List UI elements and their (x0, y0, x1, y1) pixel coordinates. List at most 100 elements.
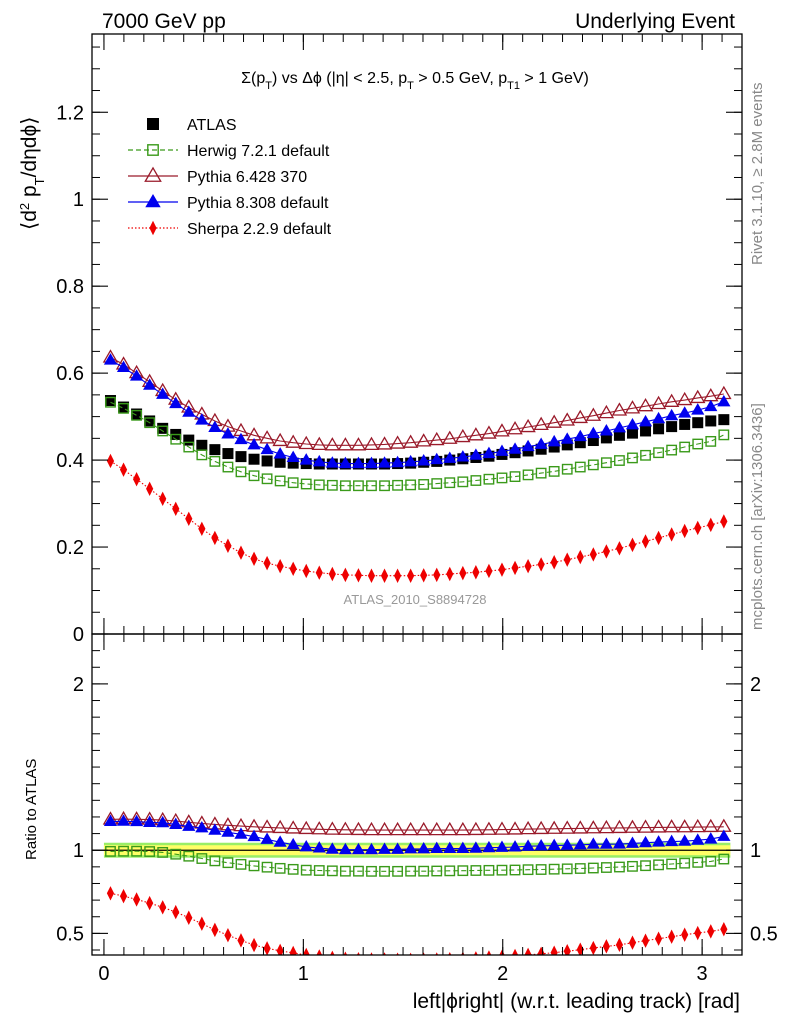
ratio-point-sherpa (435, 952, 439, 955)
point-herwig (392, 479, 403, 491)
ratio-point-pythia8 (247, 829, 261, 842)
point-atlas (640, 425, 652, 437)
ratio-point-sherpa (237, 933, 245, 948)
ratio-point-pythia8 (351, 842, 366, 855)
ratio-point-pythia6 (624, 819, 641, 833)
point-herwig (470, 475, 482, 486)
xtick-label: 2 (497, 963, 508, 985)
point-pythia8 (312, 454, 326, 467)
ratio-point-sherpa (211, 922, 219, 938)
ratio-point-herwig (561, 863, 573, 875)
ratio-point-pythia6 (259, 819, 275, 833)
ratio-point-pythia8 (573, 837, 587, 850)
ratio-point-pythia6 (572, 820, 589, 834)
ratio-point-pythia8 (638, 835, 653, 848)
point-pythia6 (376, 436, 393, 450)
ratio-point-pythia8 (651, 835, 666, 847)
point-sherpa (341, 567, 349, 583)
ratio-point-pythia6 (337, 821, 354, 835)
ratio-point-herwig (535, 864, 547, 875)
point-pythia8 (156, 387, 170, 399)
point-pythia8 (521, 439, 535, 452)
point-atlas (261, 455, 273, 467)
ratio-point-pythia8 (678, 834, 692, 846)
point-pythia8 (208, 420, 222, 432)
point-pythia6 (676, 391, 693, 406)
ratio-point-pythia6 (611, 819, 628, 834)
point-herwig (157, 425, 169, 437)
ratio-ytick-label-right: 2 (750, 674, 761, 696)
point-sherpa (668, 527, 676, 542)
point-herwig (640, 449, 651, 461)
point-pythia6 (389, 435, 406, 449)
ratio-point-sherpa (330, 950, 335, 955)
point-herwig (496, 472, 508, 484)
point-pythia8 (195, 413, 209, 425)
ratio-point-herwig (653, 859, 664, 871)
ratio-point-pythia8 (599, 837, 613, 849)
point-sherpa (224, 538, 232, 553)
point-pythia6 (572, 409, 589, 424)
point-sherpa (654, 530, 663, 546)
point-pythia8 (390, 455, 405, 468)
ratio-point-pythia6 (298, 820, 314, 835)
ratio-point-sherpa (302, 947, 310, 955)
legend-label: Herwig 7.2.1 default (187, 143, 330, 160)
point-sherpa (211, 530, 219, 546)
point-herwig (705, 435, 717, 447)
ratio-point-sherpa (628, 935, 637, 950)
ratio-point-herwig (366, 865, 377, 877)
ratio-point-sherpa (499, 949, 505, 955)
ratio-point-pythia8 (691, 833, 705, 845)
ratio-point-pythia8 (273, 835, 287, 847)
point-herwig (144, 417, 156, 429)
point-pythia8 (182, 405, 196, 417)
ratio-point-herwig (118, 845, 129, 857)
ratio-point-pythia6 (272, 819, 288, 834)
point-herwig (183, 441, 195, 453)
point-pythia6 (298, 435, 314, 450)
point-sherpa (250, 551, 258, 566)
point-atlas (653, 423, 665, 435)
point-sherpa (446, 566, 454, 582)
ratio-point-herwig (509, 864, 521, 876)
ratio-point-herwig (431, 865, 443, 877)
point-pythia8 (169, 396, 183, 409)
point-pythia6 (337, 437, 354, 451)
ratio-point-herwig (144, 846, 156, 857)
ratio-point-herwig (600, 862, 612, 873)
point-atlas (222, 448, 234, 460)
point-herwig (222, 461, 234, 473)
ratio-point-herwig (353, 865, 364, 877)
ratio-point-herwig (392, 865, 403, 877)
ratio-point-herwig (261, 861, 273, 873)
ratio-point-pythia8 (234, 827, 248, 839)
ratio-point-pythia6 (650, 819, 667, 833)
ratio-point-pythia8 (508, 840, 522, 852)
ratio-point-sherpa (106, 886, 115, 901)
ratio-point-sherpa (119, 888, 128, 904)
ratio-point-pythia8 (312, 841, 326, 853)
ratio-series-layer (102, 810, 732, 955)
main-ylabel: ⟨d2 pT/dηdϕ⟩ (17, 117, 47, 230)
point-herwig (587, 459, 599, 471)
point-atlas (666, 421, 678, 433)
ratio-line-pythia6 (110, 818, 724, 831)
point-pythia8 (586, 426, 600, 439)
point-herwig (287, 477, 299, 489)
point-herwig (574, 461, 586, 473)
ratio-point-pythia8 (443, 841, 457, 854)
point-pythia6 (559, 412, 575, 426)
legend-marker (149, 220, 157, 236)
main-ytick-label: 1.2 (56, 102, 84, 124)
ratio-point-pythia6 (690, 818, 706, 833)
point-herwig (418, 479, 430, 490)
point-sherpa (694, 520, 702, 536)
point-sherpa (237, 545, 245, 560)
point-sherpa (393, 568, 402, 583)
ratio-point-pythia8 (390, 842, 405, 854)
ratio-point-pythia6 (481, 821, 497, 835)
point-sherpa (354, 568, 363, 583)
xtick-label: 0 (98, 963, 109, 985)
point-sherpa (707, 517, 715, 533)
